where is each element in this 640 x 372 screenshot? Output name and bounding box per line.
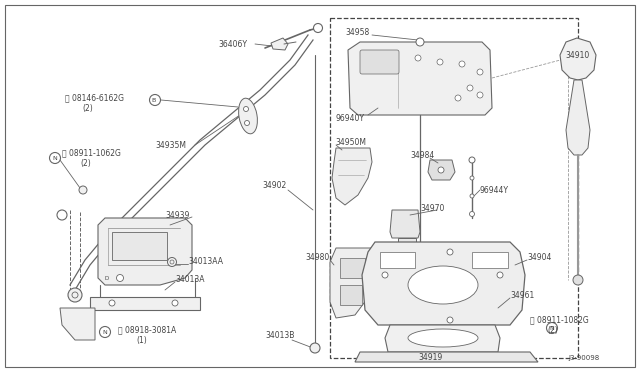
Text: 34919: 34919 [418,353,442,362]
Circle shape [49,153,61,164]
Circle shape [497,272,503,278]
Text: 34935M: 34935M [155,141,186,150]
Circle shape [382,272,388,278]
Circle shape [310,343,320,353]
Circle shape [438,167,444,173]
Text: 34970: 34970 [420,203,444,212]
Polygon shape [332,148,372,205]
Text: 34910: 34910 [565,51,589,60]
Circle shape [437,59,443,65]
Polygon shape [348,42,492,115]
Text: 36406Y: 36406Y [218,39,247,48]
Circle shape [168,257,177,266]
Polygon shape [560,38,596,80]
Text: (2): (2) [82,103,93,112]
Circle shape [470,194,474,198]
Circle shape [415,55,421,61]
Circle shape [170,260,174,264]
Circle shape [470,176,474,180]
Circle shape [477,92,483,98]
Bar [330,18,578,358]
Text: 34961: 34961 [510,291,534,299]
Text: N: N [52,155,58,160]
Circle shape [447,317,453,323]
Circle shape [57,210,67,220]
Circle shape [470,212,474,217]
Polygon shape [566,80,590,155]
Polygon shape [398,238,416,258]
Text: Ⓑ 08146-6162G: Ⓑ 08146-6162G [65,93,124,103]
Text: (1): (1) [136,336,147,344]
Polygon shape [340,258,365,278]
Text: 34013A: 34013A [175,276,205,285]
Circle shape [99,327,111,337]
Circle shape [416,38,424,46]
Ellipse shape [408,329,478,347]
Circle shape [455,95,461,101]
Text: J3·90098: J3·90098 [568,355,599,361]
Text: 96944Y: 96944Y [480,186,509,195]
Circle shape [314,23,323,32]
Circle shape [243,106,248,112]
Circle shape [467,85,473,91]
Ellipse shape [408,266,478,304]
Polygon shape [355,352,538,362]
Text: (2): (2) [80,158,91,167]
Circle shape [547,323,557,334]
Circle shape [72,292,78,298]
Text: 96940Y: 96940Y [335,113,364,122]
Polygon shape [385,325,500,352]
Circle shape [477,69,483,75]
Text: 34958: 34958 [345,28,369,36]
Text: 34984: 34984 [410,151,435,160]
Text: 34950M: 34950M [335,138,366,147]
Text: 34939: 34939 [165,211,189,219]
Text: 34980: 34980 [305,253,329,263]
Polygon shape [428,160,455,180]
Polygon shape [90,297,200,310]
Circle shape [469,157,475,163]
Circle shape [116,275,124,282]
Polygon shape [380,252,415,268]
Circle shape [79,186,87,194]
Circle shape [150,94,161,106]
Text: 34904: 34904 [527,253,552,263]
Circle shape [244,121,250,125]
FancyBboxPatch shape [360,50,399,74]
Text: 34013B: 34013B [265,330,294,340]
Text: Ⓝ 08911-1082G: Ⓝ 08911-1082G [530,315,589,324]
Circle shape [447,249,453,255]
Circle shape [68,288,82,302]
Text: N: N [550,326,554,330]
Text: 34013AA: 34013AA [188,257,223,266]
Text: (2): (2) [547,326,557,334]
Text: 34902: 34902 [262,180,286,189]
Text: Ⓝ 08918-3081A: Ⓝ 08918-3081A [118,326,176,334]
Circle shape [172,300,178,306]
Polygon shape [330,248,375,318]
Circle shape [573,275,583,285]
Polygon shape [98,218,192,285]
Text: N: N [102,330,108,334]
Bar [112,232,167,260]
Text: B: B [151,97,155,103]
Polygon shape [472,252,508,268]
Polygon shape [340,285,362,305]
Circle shape [109,300,115,306]
Ellipse shape [239,98,257,134]
Polygon shape [271,38,288,50]
Polygon shape [390,210,420,238]
Text: D: D [105,276,109,280]
Polygon shape [60,308,95,340]
Text: Ⓝ 08911-1062G: Ⓝ 08911-1062G [62,148,121,157]
Polygon shape [362,242,525,325]
Circle shape [459,61,465,67]
